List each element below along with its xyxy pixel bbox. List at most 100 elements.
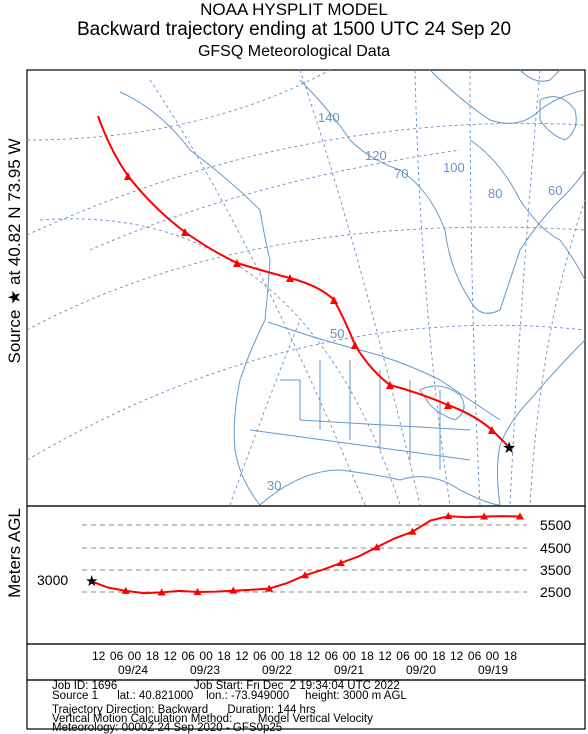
map-area: 140 120 70 100 80 60 50 30 ★ bbox=[26, 69, 586, 506]
hour-tick-label: 18 bbox=[432, 649, 446, 663]
arctic-island bbox=[539, 96, 577, 141]
info-line-direction: Trajectory Direction: Backward Duration:… bbox=[52, 704, 316, 716]
graticule-label-50: 50 bbox=[330, 326, 344, 341]
arctic-coast bbox=[429, 69, 586, 124]
hour-tick-label: 12 bbox=[235, 649, 249, 663]
height-marker bbox=[193, 588, 202, 595]
trajectory-marker bbox=[351, 341, 359, 349]
longitude-line bbox=[39, 218, 401, 506]
hour-tick-label: 12 bbox=[307, 649, 321, 663]
hour-tick-label: 18 bbox=[289, 649, 303, 663]
hour-tick-label: 00 bbox=[199, 649, 213, 663]
hour-tick-label: 18 bbox=[361, 649, 375, 663]
hour-tick-label: 00 bbox=[486, 649, 500, 663]
height-gridlines bbox=[82, 524, 527, 593]
hour-tick-label: 12 bbox=[92, 649, 106, 663]
tick-label-4500: 4500 bbox=[540, 540, 571, 556]
height-marker bbox=[265, 584, 274, 592]
us-canada-border bbox=[267, 321, 501, 421]
hour-tick-label: 12 bbox=[450, 649, 464, 663]
graticule-label-100: 100 bbox=[443, 160, 465, 175]
subtitle: GFSQ Meteorological Data bbox=[197, 43, 391, 60]
east-coast bbox=[497, 339, 586, 506]
graticule-label-120: 120 bbox=[365, 148, 387, 163]
hudson-bay-coast bbox=[299, 79, 586, 314]
trajectory-marker bbox=[386, 381, 394, 389]
height-marker bbox=[229, 586, 238, 594]
trajectory-marker bbox=[181, 228, 189, 236]
trajectory-path bbox=[97, 115, 509, 447]
page-title: Backward trajectory ending at 1500 UTC 2… bbox=[76, 19, 512, 40]
info-line-meteorology: Meteorology: 0000Z 24 Sep 2020 - GFS0p25 bbox=[52, 722, 283, 734]
height-marker bbox=[336, 558, 345, 566]
graticule-label-70: 70 bbox=[394, 166, 408, 181]
tick-label-3500: 3500 bbox=[540, 562, 571, 578]
hour-tick-label: 00 bbox=[414, 649, 428, 663]
hour-tick-label: 12 bbox=[164, 649, 178, 663]
coastlines bbox=[119, 69, 586, 506]
hour-tick-label: 06 bbox=[253, 649, 267, 663]
height-line bbox=[89, 515, 521, 595]
hour-tick-label: 06 bbox=[396, 649, 410, 663]
longitude-line bbox=[414, 69, 451, 506]
hour-tick-label: 06 bbox=[110, 649, 124, 663]
state-borders bbox=[249, 360, 471, 470]
info-line-vertical-motion: Vertical Motion Calculation Method: Mode… bbox=[52, 713, 373, 725]
hour-tick-label: 12 bbox=[378, 649, 392, 663]
height-series bbox=[89, 512, 524, 596]
hour-tick-label: 06 bbox=[325, 649, 339, 663]
trajectory-marker bbox=[488, 426, 496, 434]
longitude-line bbox=[469, 69, 481, 506]
latitude-line bbox=[89, 149, 461, 251]
trajectory-marker bbox=[233, 259, 241, 267]
hour-tick-labels: 12 06 00 18 12 06 00 18 12 06 00 18 12 06 00 18 12 06 00 18… bbox=[92, 649, 517, 663]
gulf-coast bbox=[259, 469, 501, 506]
height-marker bbox=[444, 512, 453, 520]
date-label: 09/23 bbox=[190, 663, 220, 677]
longitude-line bbox=[509, 69, 541, 506]
start-star-icon: ★ bbox=[85, 573, 98, 590]
hour-tick-label: 00 bbox=[128, 649, 142, 663]
graticule-label-30: 30 bbox=[267, 478, 281, 493]
trajectory-markers bbox=[124, 172, 496, 434]
tick-label-5500: 5500 bbox=[540, 517, 571, 533]
hour-tick-label: 18 bbox=[504, 649, 518, 663]
hour-tick-label: 18 bbox=[217, 649, 231, 663]
height-marker bbox=[301, 571, 309, 579]
latitude-line bbox=[26, 122, 586, 236]
date-label: 09/24 bbox=[118, 663, 148, 677]
labrador-coast bbox=[469, 139, 586, 281]
latitude-line bbox=[26, 324, 586, 461]
graticule-labels: 140 120 70 100 80 60 50 30 bbox=[267, 110, 562, 493]
great-lakes bbox=[419, 385, 465, 421]
start-height-label: 3000 bbox=[37, 572, 68, 588]
hour-tick-label: 00 bbox=[343, 649, 357, 663]
model-name: NOAA HYSPLIT MODEL bbox=[200, 0, 388, 19]
height-marker bbox=[157, 588, 166, 596]
trajectory-marker bbox=[330, 296, 338, 304]
hour-tick-label: 06 bbox=[468, 649, 482, 663]
hour-tick-label: 18 bbox=[146, 649, 160, 663]
info-line-job: Job ID: 1696 Job Start: Fri Dec 2 19:34:… bbox=[52, 680, 400, 692]
longitude-line bbox=[229, 319, 301, 506]
hour-tick-label: 06 bbox=[182, 649, 196, 663]
hour-tick-label: 00 bbox=[271, 649, 285, 663]
height-marker bbox=[480, 512, 489, 520]
height-marker bbox=[408, 527, 417, 535]
date-labels: 09/24 09/23 09/22 09/21 09/20 09/19 bbox=[118, 663, 508, 677]
trajectory-marker bbox=[286, 274, 294, 282]
graticule-label-60: 60 bbox=[548, 183, 562, 198]
latitude-line bbox=[26, 226, 586, 331]
date-label: 09/20 bbox=[406, 663, 436, 677]
graticule-label-140: 140 bbox=[318, 110, 340, 125]
height-marker bbox=[372, 543, 381, 551]
height-marker bbox=[516, 512, 524, 520]
info-line-source: Source 1 lat.: 40.821000 lon.: -73.94900… bbox=[52, 690, 407, 702]
tick-label-2500: 2500 bbox=[540, 584, 571, 600]
arctic-island bbox=[519, 69, 561, 82]
trajectory-marker bbox=[444, 401, 452, 409]
longitude-line bbox=[26, 69, 331, 141]
longitude-line bbox=[149, 79, 366, 506]
source-star-icon: ★ bbox=[502, 440, 516, 457]
